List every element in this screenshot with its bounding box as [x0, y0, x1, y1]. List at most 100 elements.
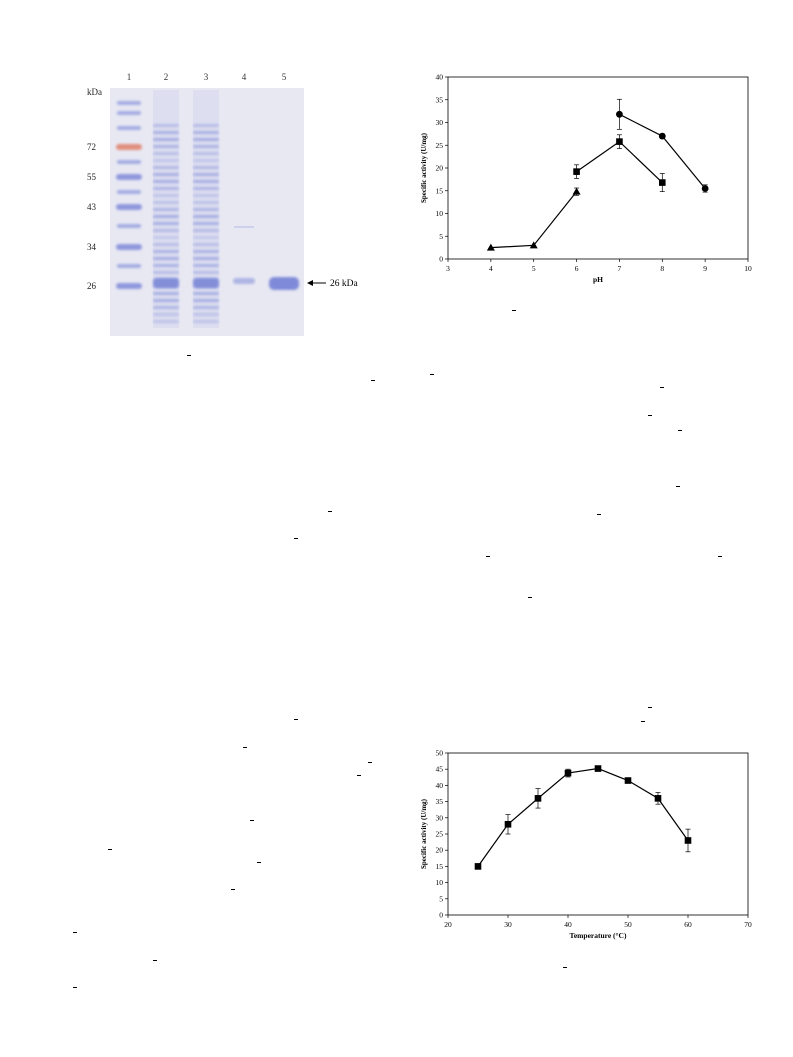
data-point-square [658, 179, 666, 186]
lane-band [153, 208, 179, 211]
lane-band [193, 320, 219, 323]
arrow-head [307, 280, 313, 286]
lane-band [193, 194, 219, 197]
marker-band [116, 144, 142, 150]
y-tick-label: 10 [436, 878, 444, 887]
x-tick-label: 8 [660, 264, 664, 273]
x-tick-label: 6 [575, 264, 579, 273]
dash-mark [153, 960, 157, 961]
lane-band [193, 250, 219, 253]
dash-mark [641, 721, 645, 722]
y-tick-label: 30 [436, 118, 444, 127]
lane-band [193, 271, 219, 274]
lane-band [153, 187, 179, 190]
x-axis-label: pH [593, 275, 603, 284]
lane-band [153, 159, 179, 162]
lane-label: 2 [164, 72, 169, 82]
lane-band [193, 166, 219, 169]
lane-band [153, 257, 179, 260]
dash-mark [660, 387, 664, 388]
data-point-square [573, 168, 580, 175]
lane-band [193, 306, 219, 309]
dash-mark [676, 486, 680, 487]
lane-band [153, 292, 179, 295]
lane-band [193, 264, 219, 267]
y-tick-label: 5 [439, 894, 443, 903]
marker-label: 55 [87, 172, 97, 182]
data-point-square [534, 795, 542, 802]
y-tick-label: 5 [439, 232, 443, 241]
y-tick-label: 20 [436, 164, 444, 173]
arrow-label: 26 kDa [330, 279, 358, 289]
x-tick-label: 60 [684, 920, 692, 929]
x-tick-label: 30 [504, 920, 512, 929]
lane-band [193, 257, 219, 260]
dash-mark [430, 374, 434, 375]
marker-label: 26 [87, 281, 97, 291]
lane-band [153, 229, 179, 232]
dash-mark [528, 597, 532, 598]
y-tick-label: 45 [436, 765, 444, 774]
data-point-triangle [529, 241, 538, 249]
lane-band [193, 180, 219, 183]
lane-band [153, 313, 179, 316]
data-point-triangle [572, 187, 581, 195]
dash-mark [257, 862, 261, 863]
dash-mark [328, 511, 332, 512]
sds-page-gel-figure: 1 2 3 4 5 kDa 72 55 43 34 26 26 kDa [84, 66, 384, 341]
dash-mark [368, 762, 372, 763]
lane-band [193, 222, 219, 225]
lane-band [193, 201, 219, 204]
x-tick-label: 9 [703, 264, 707, 273]
y-tick-label: 35 [436, 95, 444, 104]
data-point-circle [616, 110, 623, 118]
y-tick-label: 35 [436, 797, 444, 806]
series-line [477, 767, 689, 867]
dash-mark [231, 889, 235, 890]
data-point-square [504, 820, 512, 828]
marker-band [116, 174, 142, 180]
dash-mark [243, 747, 247, 748]
marker-band [116, 244, 142, 250]
lane-band [153, 145, 179, 148]
target-band [153, 278, 179, 288]
target-band [193, 278, 219, 288]
lane-band [153, 306, 179, 309]
dash-mark [648, 415, 652, 416]
lane-band [193, 208, 219, 211]
data-point-square [564, 769, 572, 777]
series-line [490, 191, 578, 249]
lane-label: 5 [282, 72, 287, 82]
data-point-circle [701, 185, 709, 192]
lane-band [193, 152, 219, 155]
dash-mark [357, 775, 361, 776]
lane-band [193, 313, 219, 316]
lane-band [193, 124, 219, 127]
lane-band [153, 320, 179, 323]
dash-mark [597, 514, 601, 515]
y-tick-label: 0 [439, 255, 443, 264]
lane-band [153, 264, 179, 267]
lane-label: 3 [204, 72, 209, 82]
x-tick-label: 3 [446, 264, 450, 273]
dash-mark [648, 707, 652, 708]
y-tick-label: 25 [436, 830, 444, 839]
ladder-band [117, 126, 141, 130]
lane-band [153, 152, 179, 155]
dash-mark [108, 849, 112, 850]
lane-band [193, 292, 219, 295]
lane-band [153, 222, 179, 225]
y-axis-label: Specific activity (U/mg) [420, 798, 428, 869]
lane-band [193, 159, 219, 162]
x-tick-label: 4 [489, 264, 493, 273]
marker-label: 72 [87, 142, 96, 152]
lane-band [193, 138, 219, 141]
dash-mark [73, 932, 77, 933]
lane-band [153, 250, 179, 253]
ladder-band [117, 160, 141, 164]
y-tick-label: 20 [436, 846, 444, 855]
lane-band [153, 124, 179, 127]
temperature-chart-svg: 20 30 40 50 60 70 0 5 10 15 20 25 30 35 40 45 50 Temperat… [420, 749, 752, 941]
y-tick-label: 10 [436, 209, 444, 218]
